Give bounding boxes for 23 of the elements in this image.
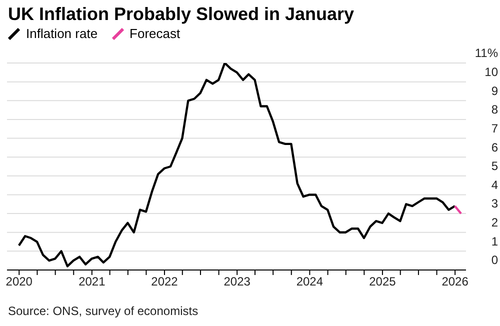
x-tick-label: 2021 — [78, 274, 106, 289]
legend-label: Inflation rate — [26, 26, 98, 41]
y-tick-label: 11% — [474, 46, 498, 60]
x-tick-label: 2025 — [369, 274, 396, 289]
y-tick-label: 10 — [484, 64, 498, 79]
y-tick-label: 0 — [491, 253, 498, 268]
y-tick-label: 6 — [491, 140, 498, 154]
x-tick-label: 2026 — [442, 274, 469, 289]
x-tick-label: 2024 — [296, 274, 324, 289]
y-tick-label: 5 — [491, 159, 498, 174]
chart-title: UK Inflation Probably Slowed in January — [8, 4, 354, 25]
x-tick-label: 2022 — [151, 274, 178, 289]
y-tick-label: 4 — [491, 178, 498, 192]
y-tick-label: 9 — [491, 84, 498, 98]
legend-label: Forecast — [130, 26, 180, 41]
y-tick-label: 1 — [491, 234, 498, 248]
y-tick-label: 3 — [491, 196, 498, 211]
y-tick-label: 2 — [491, 216, 498, 230]
source-note: Source: ONS, survey of economists — [8, 304, 198, 318]
x-tick-label: 2023 — [224, 274, 251, 289]
y-tick-label: 7 — [491, 121, 498, 136]
y-tick-label: 8 — [491, 102, 498, 117]
x-tick-label: 2020 — [6, 274, 33, 289]
